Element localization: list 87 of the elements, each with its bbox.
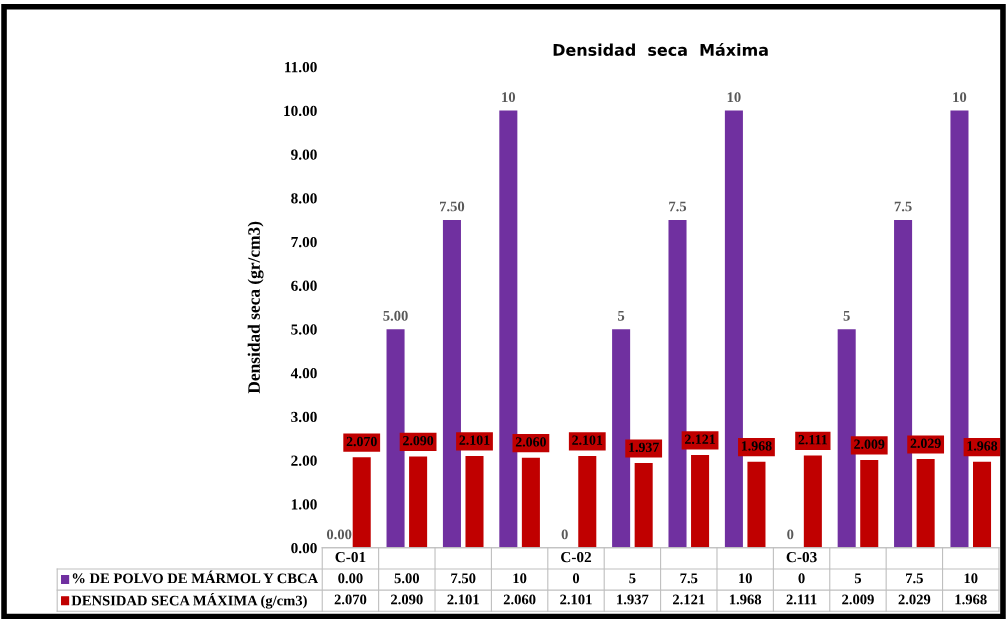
y-axis-title: Densidad seca (gr/cm3) <box>247 221 264 394</box>
data-label: 7.5 <box>906 573 923 584</box>
data-label: 2.121 <box>672 594 705 605</box>
y-tick-label: 4.00 <box>290 368 317 379</box>
text: 2.090 <box>403 435 434 446</box>
bar <box>634 463 653 548</box>
text: 5 <box>843 310 850 321</box>
bar <box>612 329 631 548</box>
bar <box>386 329 405 548</box>
bar <box>465 455 484 548</box>
data-label: 10 <box>513 573 527 584</box>
text: 2.070 <box>346 436 377 447</box>
data-label: 1.937 <box>617 594 649 605</box>
text: 5 <box>618 310 625 321</box>
legend-label: % DE POLVO DE MÁRMOL Y CBCA <box>72 570 319 584</box>
text: 2.060 <box>515 437 546 447</box>
text: 7.5 <box>669 201 687 212</box>
bar <box>578 455 597 548</box>
data-label: 0.00 <box>338 573 363 584</box>
data-label: 2.070 <box>334 594 367 605</box>
text: 10 <box>727 92 741 103</box>
data-label: 2.009 <box>842 594 874 605</box>
y-tick-label: 3.00 <box>291 411 317 423</box>
text: 7.5 <box>894 201 912 212</box>
data-label: 0 <box>572 573 580 584</box>
bar <box>724 110 743 548</box>
bar <box>747 461 766 548</box>
text: 2.121 <box>685 434 715 444</box>
data-label: 2.060 <box>503 594 536 605</box>
bar <box>950 110 969 548</box>
y-tick-label: 2.00 <box>291 455 317 466</box>
bar <box>837 329 856 548</box>
text: 0.00 <box>326 529 352 540</box>
bar <box>691 455 710 548</box>
y-tick-label: 1.00 <box>291 499 317 510</box>
text: 2.101 <box>572 435 603 445</box>
bar <box>521 457 540 548</box>
text: 1.937 <box>629 442 659 453</box>
y-tick-label: 9.00 <box>291 149 317 160</box>
data-label: 5 <box>629 573 636 584</box>
x-tick-label: C-03 <box>786 551 817 563</box>
data-label: 5 <box>854 573 862 584</box>
y-tick-label: 8.00 <box>291 193 317 204</box>
y-tick-label: 11.00 <box>285 61 317 73</box>
y-tick-label: 7.00 <box>291 236 317 248</box>
bar <box>442 219 461 548</box>
x-tick-label: C-02 <box>561 551 592 563</box>
bar <box>409 456 428 548</box>
text: 7.50 <box>440 201 465 212</box>
text: 0 <box>561 529 568 540</box>
bar <box>499 110 518 548</box>
data-label: 2.090 <box>391 594 423 605</box>
data-label: 1.968 <box>955 594 987 605</box>
bar <box>352 457 371 548</box>
legend-label: DENSIDAD SECA MÁXIMA (g/cm3) <box>71 592 307 609</box>
data-label: 2.029 <box>898 594 931 605</box>
data-label: 10 <box>964 573 978 584</box>
text: 10 <box>502 92 516 103</box>
bar <box>668 219 687 548</box>
bar <box>860 459 879 548</box>
text: 0 <box>787 529 794 540</box>
data-label: 0 <box>798 573 805 584</box>
x-tick-label: C-01 <box>335 551 366 563</box>
text: 10 <box>953 92 967 103</box>
data-label: 7.5 <box>680 573 698 584</box>
data-label: 1.968 <box>729 594 762 605</box>
chart-title: Densidad seca Máxima <box>553 42 768 56</box>
y-tick-label: 6.00 <box>291 280 317 291</box>
y-tick-label: 5.00 <box>291 324 317 335</box>
data-label: 2.101 <box>447 594 479 605</box>
data-label: 2.101 <box>560 594 592 605</box>
data-label: 7.50 <box>451 573 476 584</box>
text: 1.968 <box>741 441 772 451</box>
bar <box>803 455 822 548</box>
data-label: 2.111 <box>786 594 817 605</box>
text: 2.029 <box>910 438 941 449</box>
text: 2.101 <box>459 435 490 445</box>
y-tick-label: 10.00 <box>284 105 317 117</box>
text: 2.111 <box>798 435 827 445</box>
text: 1.968 <box>967 441 998 451</box>
bar <box>973 461 992 548</box>
data-label: 10 <box>739 573 752 584</box>
y-tick-label: 0.00 <box>291 542 317 554</box>
text: 2.009 <box>854 439 885 449</box>
data-label: 5.00 <box>394 573 420 584</box>
text: 5.00 <box>383 310 408 321</box>
bar <box>916 459 935 548</box>
